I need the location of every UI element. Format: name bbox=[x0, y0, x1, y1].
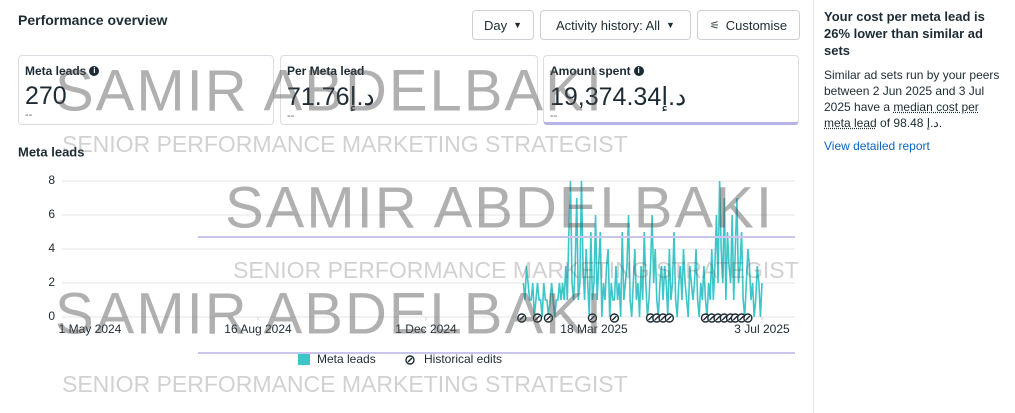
icon-slash bbox=[732, 315, 738, 321]
definition-link[interactable]: median cost per meta lead bbox=[824, 100, 979, 130]
edit-marker bbox=[517, 313, 527, 323]
edit-marker bbox=[543, 313, 554, 323]
edit-marker bbox=[743, 313, 753, 323]
text: of 98.48 د.إ. bbox=[880, 116, 943, 130]
icon-slash bbox=[545, 315, 551, 321]
button-label: Activity history: All bbox=[556, 17, 661, 33]
chart-title: Meta leads bbox=[18, 144, 84, 159]
insight-panel: Your cost per meta lead is 26% lower tha… bbox=[813, 0, 1015, 413]
y-tick-label: 4 bbox=[48, 241, 55, 255]
button-label: Customise bbox=[725, 17, 788, 33]
metric-label: Meta leads bbox=[25, 64, 87, 78]
insight-title: Your cost per meta lead is 26% lower tha… bbox=[824, 9, 985, 58]
edit-marker bbox=[730, 313, 741, 323]
edit-marker bbox=[664, 313, 675, 323]
customise-button[interactable]: ⚟ Customise bbox=[697, 10, 800, 40]
icon-slash bbox=[745, 315, 751, 321]
icon-slash bbox=[715, 315, 721, 321]
icon-slash bbox=[611, 315, 617, 321]
edit-marker bbox=[719, 313, 730, 323]
x-tick-label: 1 May 2024 bbox=[59, 322, 122, 336]
report-link[interactable]: View detailed report bbox=[824, 139, 930, 153]
metric-card[interactable]: Meta leads i 270 -- bbox=[18, 55, 274, 125]
metric-value: 19,374.34د.إ bbox=[550, 83, 687, 111]
day-button[interactable]: Day ▼ bbox=[472, 10, 534, 40]
edit-marker bbox=[587, 313, 598, 323]
x-tick-label: 18 Mar 2025 bbox=[560, 322, 628, 336]
y-tick-label: 8 bbox=[48, 173, 55, 187]
metric-card[interactable]: Per Meta lead 71.76د.إ -- bbox=[280, 55, 538, 125]
x-tick-label: 3 Jul 2025 bbox=[734, 322, 790, 336]
y-tick-label: 0 bbox=[48, 309, 55, 323]
edit-marker bbox=[532, 313, 543, 323]
icon-slash bbox=[648, 315, 654, 321]
edit-marker bbox=[609, 313, 620, 323]
metric-change: -- bbox=[25, 109, 33, 121]
activity-button[interactable]: Activity history: All ▼ bbox=[540, 10, 691, 40]
insight-text: Similar ad sets run by your peers betwee… bbox=[824, 67, 1005, 131]
y-tick-label: 6 bbox=[48, 207, 55, 221]
icon-slash bbox=[660, 315, 666, 321]
icon-slash bbox=[519, 315, 525, 321]
metric-change: -- bbox=[287, 110, 295, 122]
icon-slash bbox=[534, 315, 540, 321]
button-label: Day bbox=[483, 17, 508, 33]
x-tick-label: 1 Dec 2024 bbox=[395, 322, 457, 336]
edit-marker bbox=[658, 313, 668, 323]
icon-slash bbox=[721, 315, 727, 321]
chart: Meta leads 0 2 4 6 8 1 May 2024 16 Aug 2024 1 D… bbox=[18, 144, 795, 366]
metric-value: 270 bbox=[25, 82, 67, 110]
metric-value: 71.76د.إ bbox=[287, 83, 375, 111]
metric-label: Per Meta lead bbox=[287, 64, 365, 78]
metric-change: -- bbox=[550, 110, 558, 122]
icon-slash bbox=[739, 315, 745, 321]
icon-slash bbox=[666, 315, 672, 321]
icon-slash bbox=[702, 315, 708, 321]
edit-marker bbox=[645, 313, 656, 323]
metric-label: Amount spent bbox=[550, 64, 631, 78]
legend-label: Meta leads bbox=[317, 352, 376, 366]
icon-slash bbox=[407, 357, 413, 363]
y-tick-label: 2 bbox=[48, 275, 55, 289]
icon-slash bbox=[709, 315, 715, 321]
legend-swatch bbox=[298, 353, 310, 365]
legend-icon bbox=[405, 355, 415, 365]
legend-label: Historical edits bbox=[424, 352, 502, 366]
page-title: Performance overview bbox=[18, 12, 168, 28]
edit-marker bbox=[652, 313, 662, 323]
x-tick-label: 16 Aug 2024 bbox=[224, 322, 292, 336]
icon-slash bbox=[589, 315, 595, 321]
text: Similar ad sets run by your peers betwee… bbox=[824, 68, 1000, 114]
metric-card[interactable]: Amount spent i 19,374.34د.إ -- bbox=[543, 55, 799, 125]
data-line bbox=[522, 180, 763, 318]
icon-slash bbox=[654, 315, 660, 321]
